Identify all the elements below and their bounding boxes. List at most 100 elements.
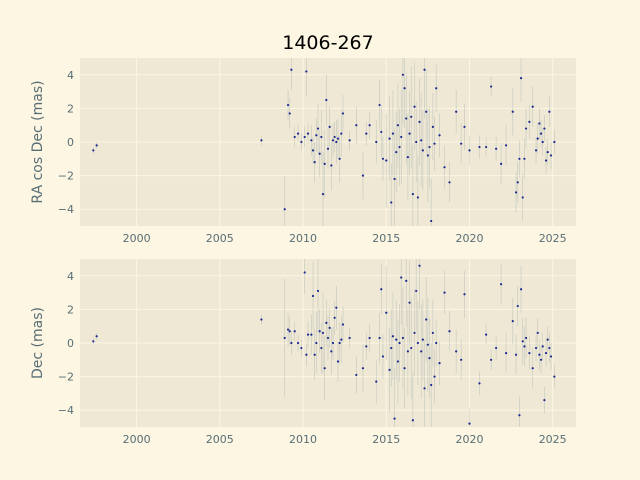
dec-data-point xyxy=(340,338,343,341)
ra-xtick-label: 2005 xyxy=(206,232,234,245)
dec-ytick-label: 0 xyxy=(67,337,74,350)
dec-data-point xyxy=(368,336,371,340)
ra-data-point xyxy=(518,157,521,160)
ra-data-point xyxy=(313,161,316,164)
dec-data-point xyxy=(428,357,431,360)
ra-data-point xyxy=(543,127,546,130)
dec-data-point xyxy=(380,288,383,291)
dec-ytick-label: −4 xyxy=(58,404,74,417)
dec-xtick-label: 2000 xyxy=(123,433,151,446)
dec-data-point xyxy=(335,306,338,309)
dec-data-point xyxy=(316,289,320,293)
ra-data-point xyxy=(335,140,338,144)
ra-panel: 2000 2005 2010 2015 2020 2025 −4 −2 0 2 4 RA cos D… xyxy=(30,58,576,245)
dec-ylabel: Dec (mas) xyxy=(30,307,46,379)
dec-data-point xyxy=(303,271,306,274)
ra-xtick-label: 2010 xyxy=(289,232,317,245)
ra-data-point xyxy=(438,134,441,137)
dec-data-point xyxy=(514,353,518,356)
dec-xtick-label: 2020 xyxy=(455,433,483,446)
dec-data-point xyxy=(500,283,503,286)
ra-data-point xyxy=(495,147,498,150)
dec-data-point xyxy=(411,419,414,422)
dec-data-point xyxy=(328,326,331,329)
ra-ytick-label: 2 xyxy=(67,102,74,115)
ra-data-point xyxy=(368,124,371,127)
ra-data-point xyxy=(288,112,291,115)
dec-data-point xyxy=(495,346,498,350)
dec-data-point xyxy=(341,323,345,326)
dec-data-point xyxy=(418,264,421,267)
ra-data-point xyxy=(460,142,463,145)
dec-data-point xyxy=(541,345,544,348)
ra-data-point xyxy=(328,125,331,128)
dec-data-point xyxy=(413,331,416,335)
dec-data-point xyxy=(478,382,481,385)
ra-data-point xyxy=(528,120,531,123)
ra-data-point xyxy=(521,196,524,199)
dec-data-point xyxy=(375,380,378,383)
dec-ytick-label: −2 xyxy=(58,371,74,384)
dec-data-point xyxy=(544,351,548,355)
dec-grid xyxy=(80,259,576,427)
dec-data-point xyxy=(408,301,411,304)
dec-data-point xyxy=(396,360,400,363)
dec-panel: 2000 2005 2010 2015 2020 2025 −4 −2 0 2 4 Dec (mas… xyxy=(30,259,576,446)
dec-data-point xyxy=(438,362,441,365)
ra-data-point xyxy=(318,152,321,155)
dec-data-point xyxy=(288,330,291,333)
ra-points xyxy=(92,68,556,223)
dec-data-point xyxy=(333,316,336,319)
dec-data-point xyxy=(400,276,403,279)
ra-data-point xyxy=(408,132,411,135)
ra-ytick-label: 0 xyxy=(67,136,74,149)
ra-data-point xyxy=(323,162,326,165)
ra-data-point xyxy=(463,125,466,128)
ra-data-point xyxy=(361,174,365,177)
ra-data-point xyxy=(490,85,493,88)
dec-data-point xyxy=(398,341,401,345)
ra-data-point xyxy=(381,157,385,160)
dec-data-point xyxy=(511,320,514,323)
ra-data-point xyxy=(448,181,451,184)
ra-tick-labels: 2000 2005 2010 2015 2020 2025 −4 −2 0 2 4 xyxy=(58,69,567,245)
ra-ytick-label: −2 xyxy=(58,170,74,183)
dec-data-point xyxy=(548,346,551,350)
ra-data-point xyxy=(293,135,296,139)
dec-data-point xyxy=(296,341,300,345)
ra-data-point xyxy=(524,127,528,130)
dec-data-point xyxy=(313,353,316,356)
dec-data-point xyxy=(443,291,446,294)
dec-data-point xyxy=(355,373,358,377)
dec-data-point xyxy=(521,340,524,343)
ra-data-point xyxy=(405,117,408,120)
ra-data-point xyxy=(390,201,393,204)
dec-data-point xyxy=(330,350,333,353)
ra-data-point xyxy=(410,115,413,118)
dec-data-point xyxy=(528,351,531,355)
dec-data-point xyxy=(415,289,418,293)
dec-data-point xyxy=(320,346,323,350)
ra-data-point xyxy=(431,125,434,128)
dec-data-point xyxy=(485,333,488,336)
ra-data-point xyxy=(365,132,368,135)
ra-data-point xyxy=(331,139,335,142)
ra-data-point xyxy=(401,73,404,76)
dec-data-point xyxy=(553,375,556,378)
ra-data-point xyxy=(423,68,426,71)
dec-data-point xyxy=(518,414,521,417)
dec-tick-labels: 2000 2005 2010 2015 2020 2025 −4 −2 0 2 4 xyxy=(58,270,567,446)
ra-data-point xyxy=(500,162,503,165)
ra-data-point xyxy=(435,87,438,90)
ra-data-point xyxy=(388,137,391,140)
ra-data-point xyxy=(316,127,320,130)
ra-data-point xyxy=(468,149,471,152)
dec-xtick-label: 2025 xyxy=(539,433,567,446)
dec-data-point xyxy=(348,336,351,340)
ra-data-point xyxy=(326,147,330,150)
dec-data-point xyxy=(531,367,534,370)
dec-data-point xyxy=(536,331,539,335)
ra-data-point xyxy=(303,135,306,139)
ra-data-point xyxy=(534,149,538,152)
